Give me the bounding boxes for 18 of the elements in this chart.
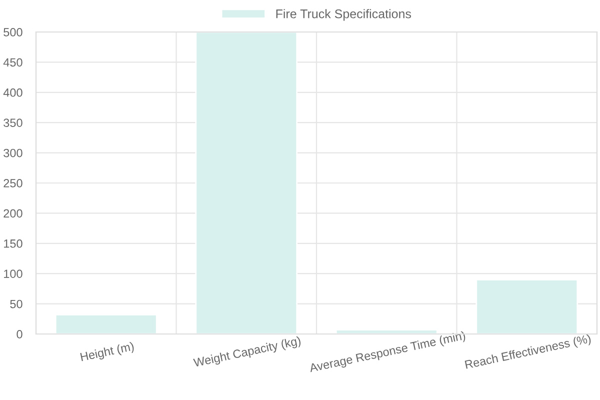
y-tick-label: 100 <box>4 270 22 278</box>
y-tick-label: 0 <box>16 330 22 338</box>
legend-label: Fire Truck Specifications <box>276 9 412 21</box>
y-tick-label: 250 <box>4 179 22 188</box>
y-tick-label: 50 <box>10 300 22 308</box>
y-tick-label: 400 <box>3 88 22 97</box>
x-tick-label: Weight Capacity (kg) <box>192 336 302 370</box>
x-tick-label: Height (m) <box>80 342 135 364</box>
bar <box>335 329 438 334</box>
y-tick-label: 450 <box>3 58 22 67</box>
x-tick-label: Average Response Time (min) <box>308 330 466 375</box>
x-tick-label: Reach Effectiveness (%) <box>464 334 592 372</box>
y-tick-label: 150 <box>4 239 22 248</box>
y-tick-label: 500 <box>4 28 22 36</box>
y-tick-label: 350 <box>4 118 22 127</box>
y-tick-label: 300 <box>4 148 22 158</box>
bar <box>54 314 158 334</box>
y-tick-label: 200 <box>4 209 22 218</box>
